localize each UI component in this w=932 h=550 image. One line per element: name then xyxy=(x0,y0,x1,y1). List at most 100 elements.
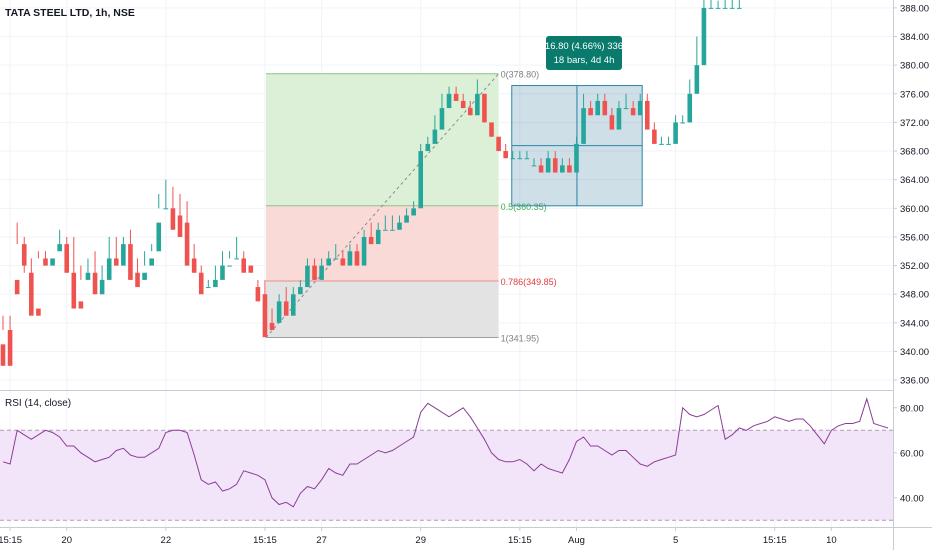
candle-body xyxy=(567,165,572,173)
measure-box[interactable]: 16.80 (4.66%) 336 18 bars, 4d 4h xyxy=(511,36,643,207)
time-tick-label: 22 xyxy=(161,535,172,546)
rsi-title: RSI (14, close) xyxy=(5,398,71,409)
candle-body xyxy=(0,344,6,366)
candle-body xyxy=(36,308,41,316)
candle-body xyxy=(290,294,296,316)
candle-body xyxy=(680,122,685,124)
candle-body xyxy=(7,330,13,366)
candle-body xyxy=(78,301,84,309)
fib-level-label: 0(378.80) xyxy=(501,70,540,80)
price-tick-label: 376.00 xyxy=(900,89,929,100)
candle-body xyxy=(170,208,176,230)
candle-body xyxy=(276,301,282,323)
rsi-band xyxy=(0,430,893,521)
candle-body xyxy=(262,294,268,338)
candle-body xyxy=(411,208,416,216)
fib-level-label: 0.5(360.35) xyxy=(501,202,547,212)
candle-body xyxy=(319,265,324,280)
fib-zone xyxy=(265,205,499,281)
candle-body xyxy=(149,258,154,266)
candle-body xyxy=(560,165,565,173)
candle-body xyxy=(489,122,494,137)
candle-body xyxy=(595,100,601,116)
candle-body xyxy=(460,100,466,109)
measure-label-bg xyxy=(546,36,622,70)
time-tick-label: 20 xyxy=(61,535,72,546)
candle-body xyxy=(333,258,339,260)
candle-body xyxy=(439,108,445,130)
time-tick-label: 15:15 xyxy=(763,535,787,546)
candle-body xyxy=(142,272,147,280)
candle-body xyxy=(673,122,678,144)
candle-body xyxy=(701,7,707,66)
candle-body xyxy=(467,108,473,116)
candle-body xyxy=(305,265,310,288)
time-tick-label: 15:15 xyxy=(508,535,532,546)
candle-body xyxy=(368,236,374,245)
candle-body xyxy=(425,143,431,152)
symbol-label: TATA STEEL LTD, 1h, NSE xyxy=(5,7,135,19)
candle-body xyxy=(99,279,105,295)
price-tick-label: 372.00 xyxy=(900,118,929,129)
candle-body xyxy=(312,265,317,280)
rsi-pane xyxy=(0,390,893,521)
candle-body xyxy=(184,222,190,266)
candle-body xyxy=(390,229,395,231)
candle-body xyxy=(397,222,402,230)
candle-body xyxy=(503,151,508,159)
candle-body xyxy=(588,108,593,116)
candle-body xyxy=(85,272,91,280)
candle-body xyxy=(57,244,62,252)
price-tick-label: 364.00 xyxy=(900,175,929,186)
candle-body xyxy=(531,165,537,167)
candle-body xyxy=(524,158,530,160)
price-tick-label: 352.00 xyxy=(900,261,929,272)
candle-body xyxy=(418,151,424,209)
candle-body xyxy=(269,322,275,331)
fib-level-label: 1(341.95) xyxy=(501,334,540,344)
candle-body xyxy=(652,129,657,144)
candle-body xyxy=(453,93,459,101)
fib-trend-line xyxy=(265,73,499,338)
candle-body xyxy=(71,272,77,309)
candle-body xyxy=(64,244,70,273)
time-tick-label: 5 xyxy=(673,535,678,546)
candle-body xyxy=(106,258,112,280)
candle-body xyxy=(715,7,721,9)
candle-body xyxy=(135,272,140,288)
price-tick-label: 360.00 xyxy=(900,204,929,215)
candle-body xyxy=(510,158,516,160)
time-tick-label: 29 xyxy=(415,535,426,546)
price-tick-label: 344.00 xyxy=(900,318,929,329)
candle-body xyxy=(347,251,353,266)
candle-body xyxy=(340,258,346,266)
candle-body xyxy=(43,258,48,266)
candle-body xyxy=(361,236,367,266)
fib-retracement[interactable]: 0(378.80) 0.5(360.35) 0.786(349.85) 1(341.9… xyxy=(265,70,557,344)
candle-body xyxy=(177,215,183,237)
candle-body xyxy=(737,7,742,9)
rsi-line xyxy=(2,397,889,508)
measure-label-line2: 18 bars, 4d 4h xyxy=(554,55,615,66)
price-tick-label: 340.00 xyxy=(900,347,929,358)
candle-body xyxy=(630,108,636,116)
candle-body xyxy=(128,244,133,280)
price-tick-label: 384.00 xyxy=(900,32,929,43)
candle-body xyxy=(21,244,27,266)
candle-body xyxy=(694,65,700,94)
candle-body xyxy=(637,100,643,116)
time-tick-label: 27 xyxy=(316,535,327,546)
candle-body xyxy=(121,244,126,266)
fib-zone xyxy=(265,73,499,206)
candle-body xyxy=(552,158,558,173)
candle-body xyxy=(234,258,239,260)
labels: TATA STEEL LTD, 1h, NSE RSI (14, close) xyxy=(5,7,135,409)
price-tick-label: 388.00 xyxy=(900,3,929,14)
candle-body xyxy=(14,279,20,295)
time-tick-label: Aug xyxy=(568,535,585,546)
candle-body xyxy=(574,143,579,173)
price-tick-label: 356.00 xyxy=(900,232,929,243)
time-tick-label: 15:15 xyxy=(0,535,22,546)
